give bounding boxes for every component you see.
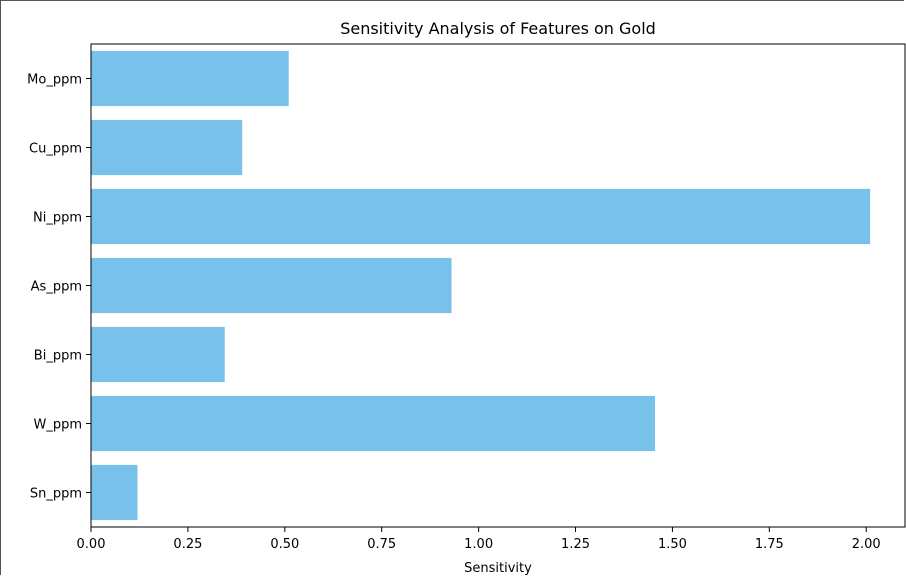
bar-bi-ppm: [91, 326, 225, 383]
x-tick-label: 1.00: [464, 537, 493, 552]
x-tick-label: 0.50: [270, 537, 299, 552]
y-tick-label: As_ppm: [31, 280, 82, 295]
bar-as-ppm: [91, 257, 452, 314]
x-tick-label: 2.00: [852, 537, 881, 552]
y-tick-label: Bi_ppm: [34, 349, 82, 364]
x-axis-ticks: 0.00 0.25 0.50 0.75 1.00 1.25 1.50 1.75 2.00: [77, 527, 881, 552]
bar-sn-ppm: [91, 464, 138, 521]
chart-title: Sensitivity Analysis of Features on Gold: [340, 19, 656, 38]
x-tick-label: 1.75: [755, 537, 784, 552]
x-axis-label: Sensitivity: [464, 561, 532, 576]
y-tick-label: Mo_ppm: [27, 73, 82, 88]
x-tick-label: 1.25: [561, 537, 590, 552]
x-tick-label: 0.75: [367, 537, 396, 552]
y-tick-label: Ni_ppm: [33, 211, 82, 226]
x-tick-label: 0.25: [173, 537, 202, 552]
y-tick-label: Sn_ppm: [30, 487, 82, 502]
x-tick-label: 0.00: [77, 537, 106, 552]
bar-mo-ppm: [91, 50, 289, 107]
bar-cu-ppm: [91, 119, 243, 176]
y-axis-ticks: Mo_ppm Cu_ppm Ni_ppm As_ppm Bi_ppm W_ppm Sn_pp…: [27, 73, 91, 502]
y-tick-label: Cu_ppm: [29, 142, 82, 157]
bar-ni-ppm: [91, 188, 871, 245]
bar-w-ppm: [91, 395, 655, 452]
y-tick-label: W_ppm: [33, 418, 82, 433]
x-tick-label: 1.50: [658, 537, 687, 552]
bars: [91, 50, 871, 521]
